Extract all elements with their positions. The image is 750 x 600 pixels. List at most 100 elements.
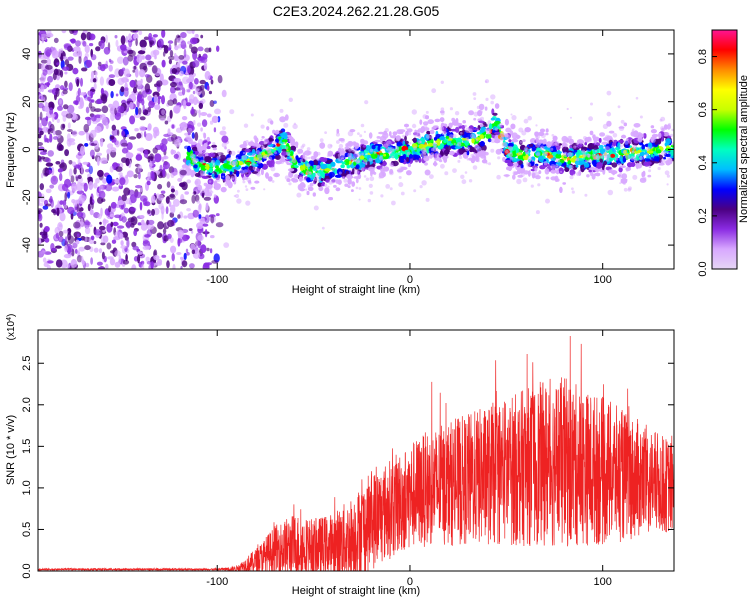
- snr-frame: [37, 329, 675, 572]
- spectrogram-halo-cell: [530, 184, 534, 188]
- spectrogram-halo-cell: [465, 146, 471, 152]
- spectrogram-noise-cell: [38, 191, 42, 199]
- spectrogram-ridge-cell: [190, 170, 197, 175]
- spectrogram-noise-cell: [69, 30, 75, 34]
- spectrogram-halo-cell: [633, 158, 638, 162]
- spectrogram-halo-cell: [237, 150, 241, 154]
- spectrogram-halo-cell: [194, 109, 199, 114]
- spectrogram-halo-cell: [435, 152, 440, 158]
- spectrogram-noise-cell: [45, 116, 49, 122]
- spectrogram-halo-cell: [439, 126, 444, 131]
- spectrogram-noise-cell: [150, 261, 154, 269]
- spectrogram-noise-cell: [147, 106, 152, 113]
- spectrogram-halo-cell: [581, 149, 586, 154]
- spectrogram-ridge-cell: [348, 160, 352, 165]
- spectrogram-halo-cell: [304, 188, 308, 191]
- spectrogram-noise-cell: [75, 239, 80, 245]
- spectrogram-ridge-cell: [406, 128, 413, 133]
- spectrogram-ridge-cell: [539, 165, 546, 170]
- spectrogram-noise-cell: [168, 55, 175, 61]
- spectrogram-halo-cell: [293, 174, 299, 180]
- spectrogram-halo-cell: [192, 159, 196, 164]
- spectrogram-noise-cell: [62, 89, 68, 95]
- spectrogram-noise-cell: [191, 249, 196, 255]
- spectrogram-noise-cell: [179, 70, 184, 77]
- spectrogram-noise-cell: [152, 147, 158, 154]
- spectrogram-halo-cell: [253, 158, 257, 162]
- spectrogram-halo-cell: [194, 180, 199, 185]
- spectrogram-noise-cell: [46, 81, 50, 88]
- spectrogram-noise-cell: [154, 153, 162, 163]
- spectrogram-halo-cell: [385, 184, 391, 189]
- spectrogram-noise-cell: [89, 43, 94, 47]
- spectrogram-halo-cell: [518, 127, 524, 133]
- spectrogram-noise-cell: [151, 172, 155, 181]
- spectrogram-halo-cell: [516, 178, 522, 185]
- spectrogram-noise-cell: [40, 94, 44, 103]
- spectrogram-halo-cell: [197, 152, 203, 158]
- spectrogram-ridge-cell: [603, 160, 608, 166]
- spectrogram-halo-cell: [461, 179, 467, 185]
- spectrogram-halo-cell: [300, 145, 304, 149]
- spectrogram-ridge-cell: [504, 118, 509, 126]
- spectrogram-ridge-cell: [528, 143, 534, 147]
- spectrogram-x-tick-label: 0: [407, 274, 413, 286]
- spectrogram-noise-cell: [88, 99, 93, 103]
- spectrogram-halo-cell: [353, 149, 357, 153]
- spectrogram-halo-cell: [660, 126, 665, 131]
- spectrogram-noise-cell: [114, 261, 121, 268]
- spectrogram-ridge-cell: [275, 173, 278, 177]
- spectrogram-noise-cell: [114, 214, 122, 219]
- spectrogram-ridge-cell: [226, 164, 233, 170]
- spectrogram-ridge-cell: [507, 142, 514, 148]
- spectrogram-noise-cell: [67, 231, 72, 241]
- spectrogram-ridge-cell: [344, 183, 349, 187]
- spectrogram-noise-cell: [182, 158, 187, 163]
- spectrogram-noise-cell: [125, 35, 129, 44]
- spectrogram-ridge-cell: [381, 156, 389, 160]
- spectrogram-ridge-cell: [627, 162, 633, 168]
- spectrogram-noise-cell: [58, 144, 64, 151]
- spectrogram-noise-cell: [153, 94, 159, 105]
- spectrogram-noise-cell: [203, 196, 212, 201]
- spectrogram-halo-cell: [606, 90, 612, 96]
- spectrogram-halo-cell: [237, 189, 240, 193]
- spectrogram-halo-cell: [243, 123, 249, 128]
- snr-y-ticks: 0.0 0.5 1.0 1.5 2.0 2.5: [21, 356, 674, 579]
- spectrogram-ridge-cell: [494, 139, 501, 144]
- spectrogram-halo-cell: [357, 132, 360, 136]
- spectrogram-ridge-cell: [373, 171, 377, 175]
- spectrogram-halo-cell: [612, 133, 618, 138]
- spectrogram-noise-cell: [80, 165, 84, 175]
- spectrogram-noise-cell: [144, 201, 151, 207]
- spectrogram-noise-cell: [183, 215, 188, 219]
- spectrogram-ridge-cell: [431, 126, 437, 130]
- spectrogram-ridge-cell: [312, 192, 316, 197]
- spectrogram-halo-cell: [316, 158, 320, 162]
- spectrogram-noise-cell: [121, 130, 126, 137]
- spectrogram-halo-cell: [206, 189, 210, 193]
- spectrogram-noise-cell: [200, 34, 204, 39]
- spectrogram-noise-cell: [60, 59, 65, 70]
- spectrogram-halo-cell: [432, 142, 438, 148]
- spectrogram-halo-cell: [316, 151, 321, 156]
- spectrogram-noise-cell: [197, 46, 204, 52]
- spectrogram-noise-cell: [85, 59, 93, 68]
- spectrogram-noise-cell: [177, 214, 181, 219]
- spectrogram-halo-cell: [453, 142, 456, 146]
- spectrogram-ridge-cell: [306, 190, 310, 196]
- spectrogram-halo-cell: [452, 134, 457, 138]
- spectrogram-noise-cell: [99, 225, 106, 231]
- spectrogram-noise-cell: [191, 30, 195, 35]
- spectrogram-halo-cell: [627, 188, 632, 192]
- spectrogram-halo-cell: [523, 118, 529, 124]
- spectrogram-halo-cell: [200, 188, 205, 194]
- spectrogram-noise-cell: [84, 143, 89, 147]
- spectrogram-ridge-cell: [480, 150, 487, 157]
- spectrogram-ridge-cell: [371, 144, 376, 150]
- spectrogram-halo-cell: [590, 102, 593, 106]
- spectrogram-noise-cell: [129, 101, 134, 110]
- spectrogram-noise-cell: [114, 35, 118, 39]
- spectrogram-ridge-cell: [596, 162, 603, 168]
- spectrogram-noise-cell: [106, 152, 110, 162]
